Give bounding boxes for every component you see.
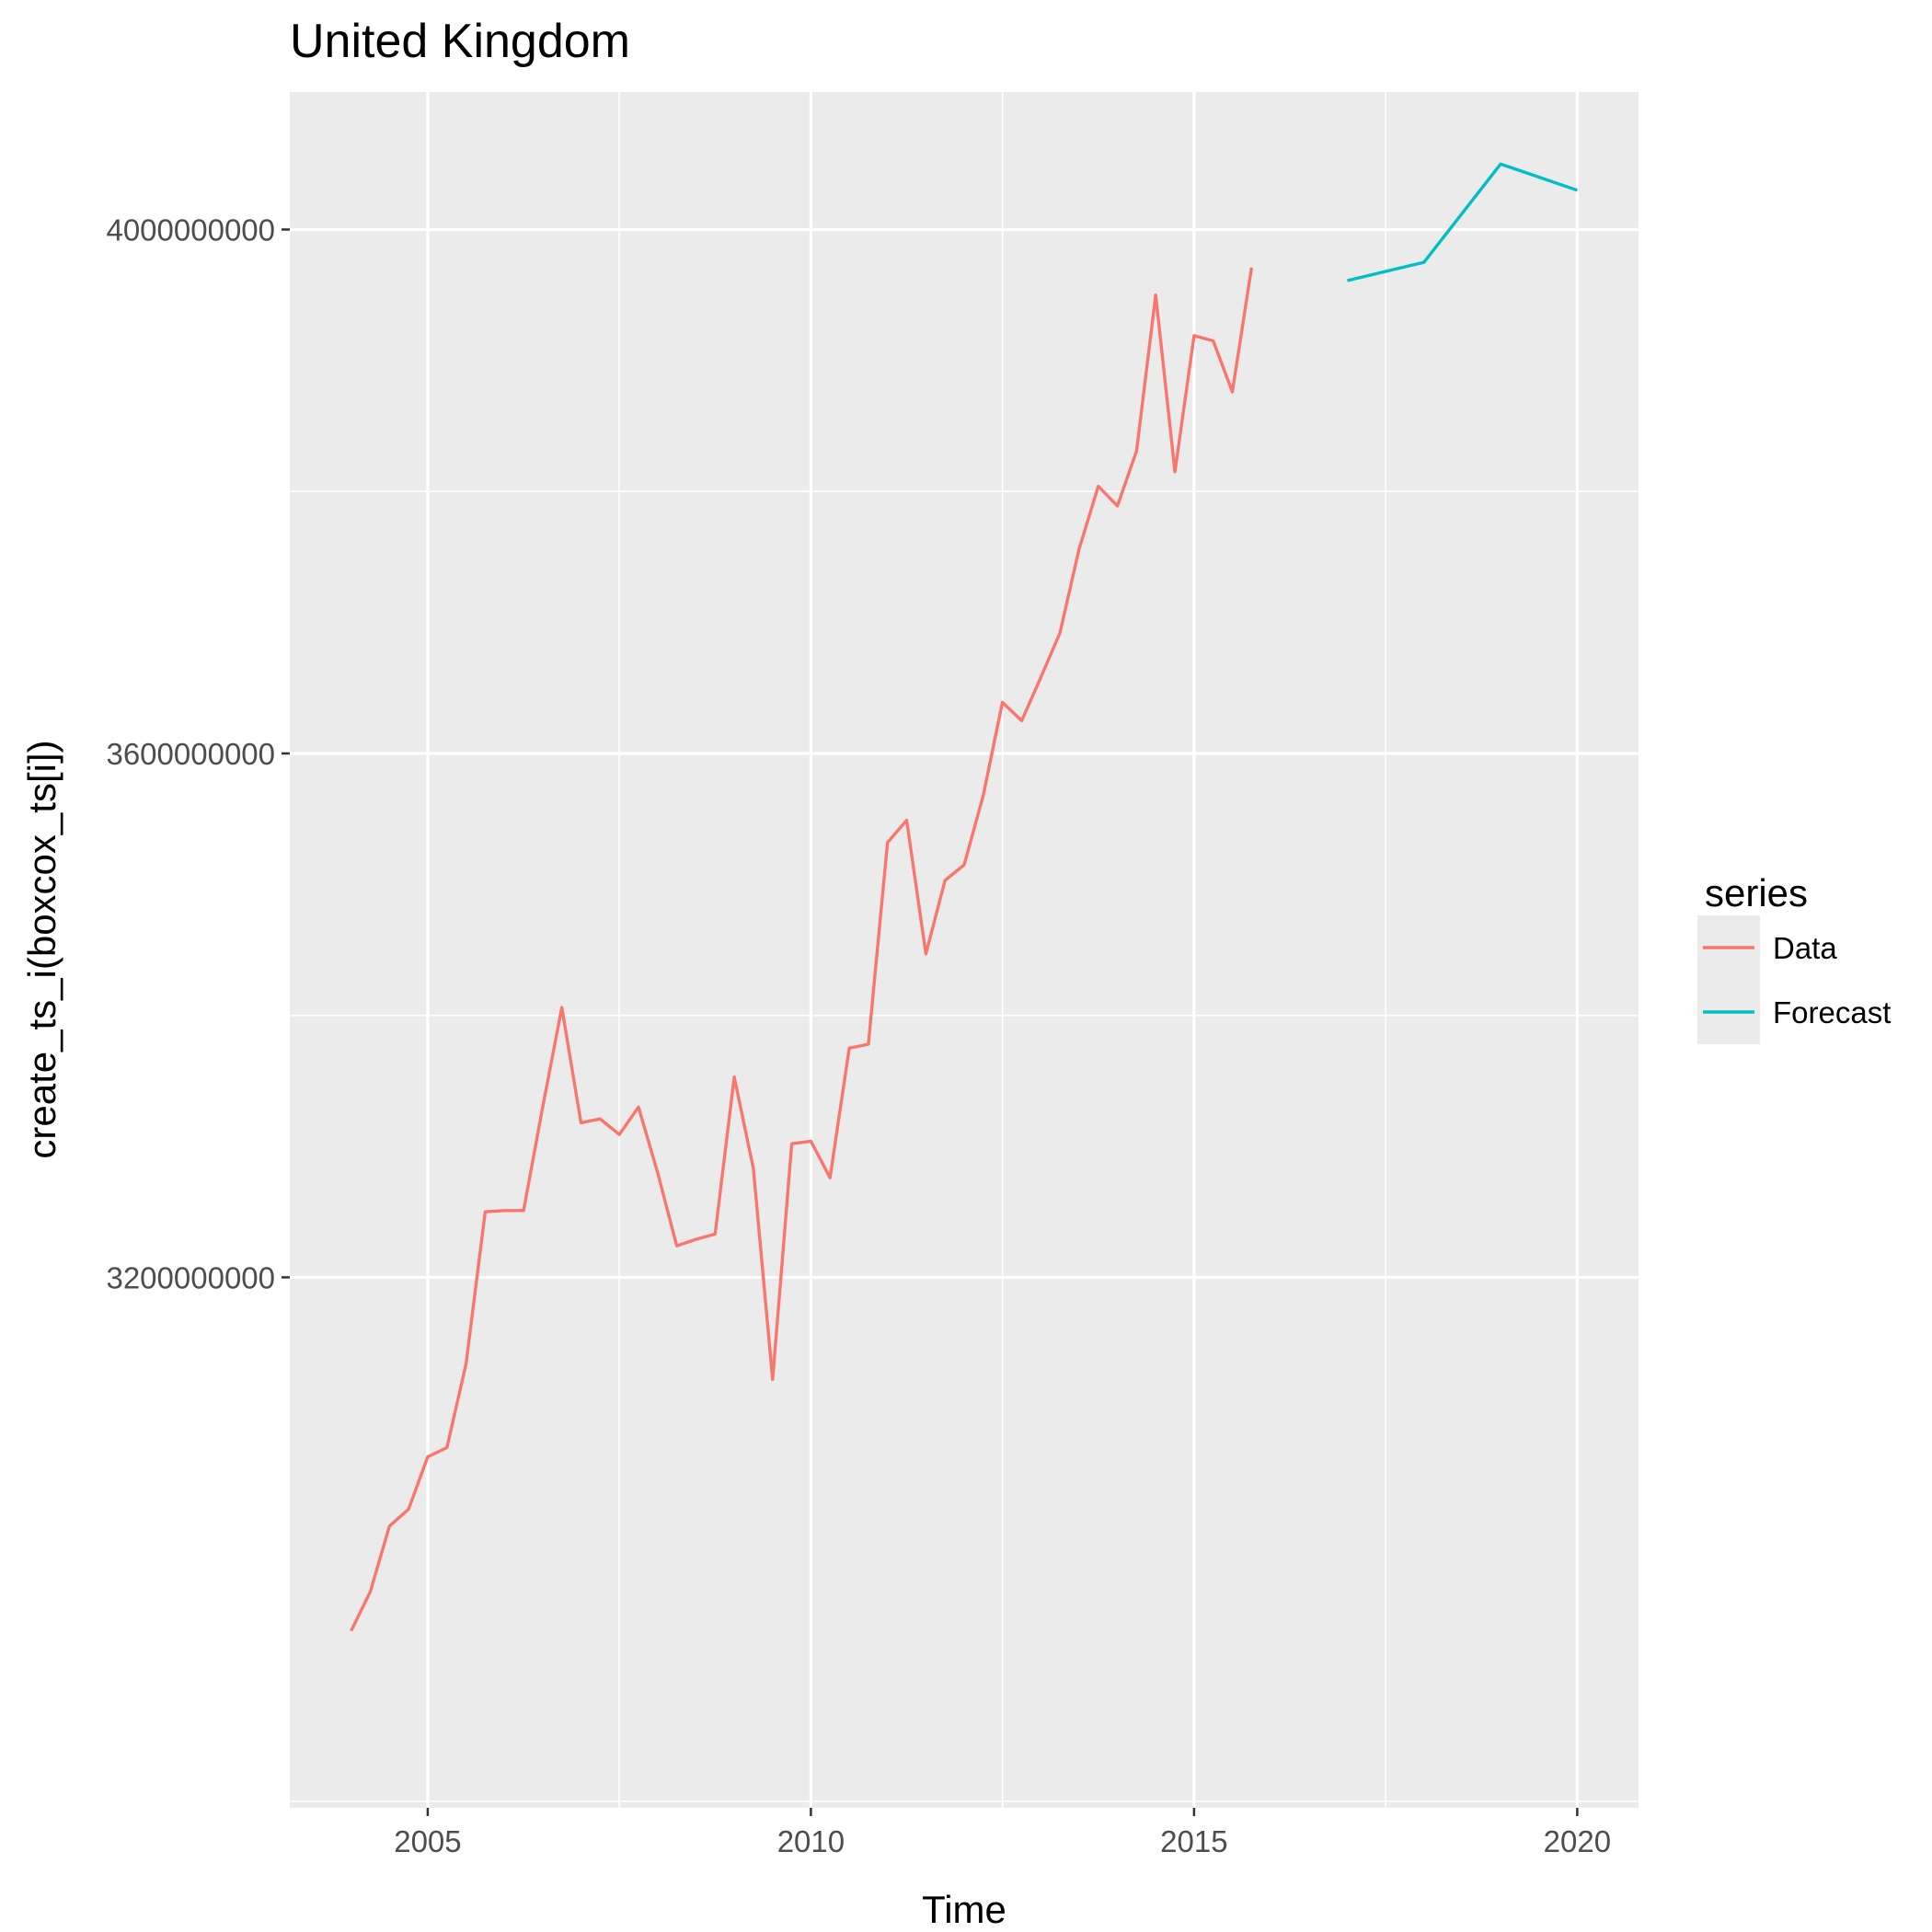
x-tick-label: 2005 [394,1824,461,1858]
series-line-data [350,267,1254,1632]
y-axis-title: create_ts_i(boxcox_ts[i]) [20,740,63,1158]
y-tick-label: 4000000000 [106,213,275,247]
legend: series Data Forecast [1697,871,1891,1044]
minor-gridlines [290,92,1639,1808]
chart-title: United Kingdom [290,15,630,68]
y-tick-label: 3200000000 [106,1260,275,1294]
x-tick-label: 2010 [777,1824,845,1858]
series-line-forecast [1347,162,1578,282]
x-axis: 2005 2010 2015 2020 [394,1808,1611,1858]
legend-entries: Data Forecast [1697,915,1891,1044]
y-axis: 3200000000 3600000000 4000000000 [106,213,290,1294]
plot-panel [290,92,1639,1808]
legend-label-forecast: Forecast [1773,995,1891,1029]
legend-label-data: Data [1773,931,1837,965]
x-tick-label: 2020 [1544,1824,1611,1858]
legend-title: series [1705,871,1808,914]
y-tick-label: 3600000000 [106,737,275,771]
major-gridlines [290,92,1639,1808]
x-tick-label: 2015 [1160,1824,1227,1858]
series-lines [350,162,1578,1632]
x-axis-title: Time [922,1888,1006,1931]
